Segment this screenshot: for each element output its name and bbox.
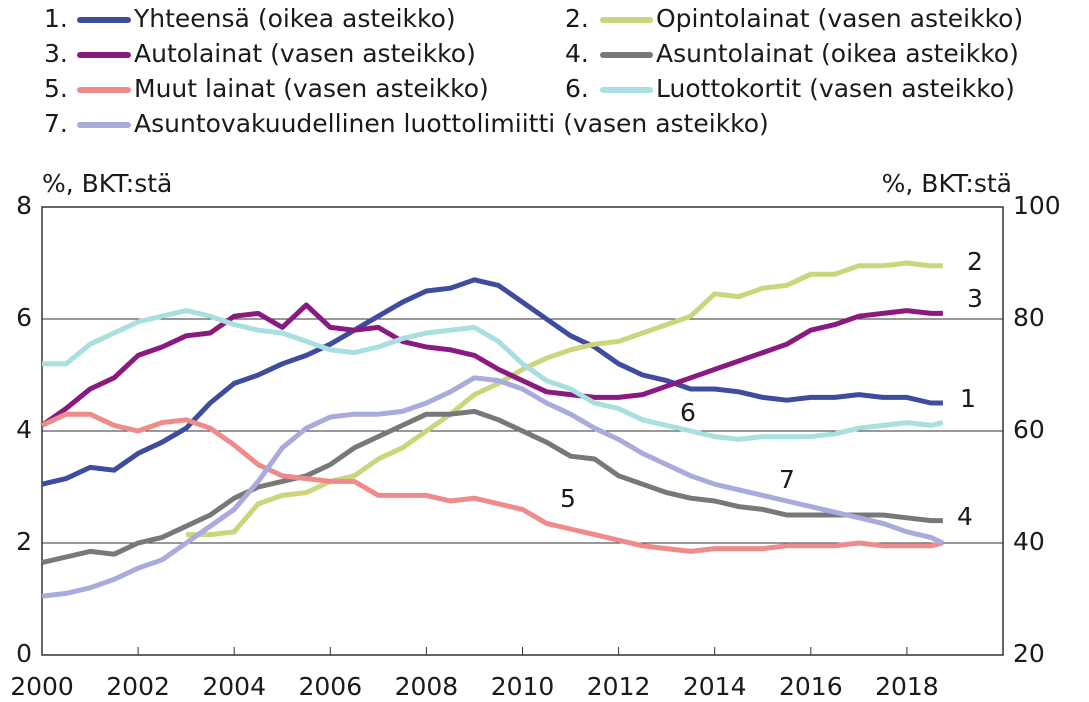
series-line — [186, 260, 943, 538]
y-tick-label: 0 — [16, 639, 32, 668]
legend-label: Luottokortit (vasen asteikko) — [656, 74, 1015, 103]
line-annotation: 2 — [967, 247, 983, 276]
x-tick-label: 2004 — [202, 672, 266, 701]
legend-label: Muut lainat (vasen asteikko) — [134, 74, 489, 103]
y2-tick-label: 100 — [1013, 191, 1061, 220]
x-tick-label: 2002 — [106, 672, 170, 701]
legend-label: Asuntovakuudellinen luottolimiitti (vase… — [134, 109, 769, 138]
legend-number: 3. — [44, 39, 68, 68]
series-line — [42, 308, 944, 442]
x-tick-label: 2012 — [587, 672, 651, 701]
y-tick-label: 8 — [16, 191, 32, 220]
legend-number: 4. — [565, 39, 589, 68]
series-line — [40, 302, 943, 428]
legend-label: Yhteensä (oikea asteikko) — [133, 4, 456, 33]
legend-number: 2. — [565, 4, 589, 33]
y-axis-label: %, BKT:stä — [42, 169, 172, 198]
series-line — [41, 277, 943, 487]
y2-tick-label: 80 — [1013, 303, 1045, 332]
legend-label: Opintolainat (vasen asteikko) — [656, 4, 1023, 33]
y-tick-label: 2 — [16, 527, 32, 556]
legend-label: Asuntolainat (oikea asteikko) — [656, 39, 1019, 68]
line-annotation: 5 — [560, 484, 576, 513]
y-tick-label: 4 — [16, 415, 32, 444]
line-annotation: 6 — [680, 398, 696, 427]
line-annotation: 3 — [967, 284, 983, 313]
series-line — [40, 411, 944, 554]
line-annotation: 1 — [960, 384, 976, 413]
x-tick-label: 2008 — [395, 672, 459, 701]
legend-number: 7. — [44, 109, 68, 138]
x-tick-label: 2018 — [875, 672, 939, 701]
line-annotation: 4 — [957, 502, 973, 531]
plot-frame — [41, 206, 1004, 656]
y2-tick-label: 40 — [1013, 527, 1045, 556]
x-tick-label: 2010 — [491, 672, 555, 701]
x-tick-label: 2014 — [683, 672, 747, 701]
y2-tick-label: 60 — [1013, 415, 1045, 444]
x-tick-label: 2006 — [298, 672, 362, 701]
legend-label: Autolainat (vasen asteikko) — [134, 39, 476, 68]
x-tick-label: 2016 — [779, 672, 843, 701]
legend-number: 1. — [44, 4, 68, 33]
legend-number: 5. — [44, 74, 68, 103]
series-line — [41, 408, 943, 566]
y2-axis-label: %, BKT:stä — [882, 169, 1012, 198]
series-line — [41, 375, 944, 599]
legend-number: 6. — [565, 74, 589, 103]
y-tick-label: 6 — [16, 303, 32, 332]
y2-tick-label: 20 — [1013, 639, 1045, 668]
line-annotation: 7 — [779, 465, 795, 494]
x-tick-label: 2000 — [10, 672, 74, 701]
